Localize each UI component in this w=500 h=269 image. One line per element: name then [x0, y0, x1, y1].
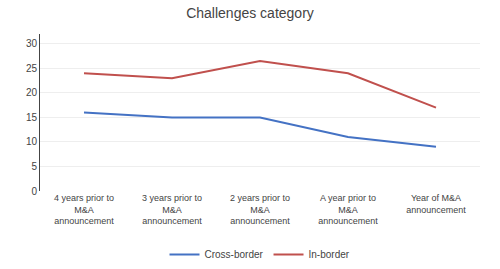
svg-text:5: 5: [31, 161, 37, 172]
svg-text:25: 25: [26, 63, 38, 74]
svg-text:0: 0: [31, 186, 37, 197]
svg-text:Year of M&Aannouncement: Year of M&Aannouncement: [406, 193, 466, 215]
svg-text:Challenges category: Challenges category: [186, 5, 314, 21]
svg-text:10: 10: [26, 136, 38, 147]
svg-text:2 years prior toM&Aannouncemen: 2 years prior toM&Aannouncement: [230, 193, 290, 226]
svg-text:30: 30: [26, 38, 38, 49]
svg-text:A year prior toM&Aannouncement: A year prior toM&Aannouncement: [318, 193, 378, 226]
svg-text:20: 20: [26, 87, 38, 98]
svg-text:In-border: In-border: [309, 249, 350, 260]
svg-text:4 years prior toM&Aannouncemen: 4 years prior toM&Aannouncement: [54, 193, 114, 226]
svg-text:Cross-border: Cross-border: [205, 249, 264, 260]
svg-text:15: 15: [26, 112, 38, 123]
svg-text:3 years prior toM&Aannouncemen: 3 years prior toM&Aannouncement: [142, 193, 202, 226]
